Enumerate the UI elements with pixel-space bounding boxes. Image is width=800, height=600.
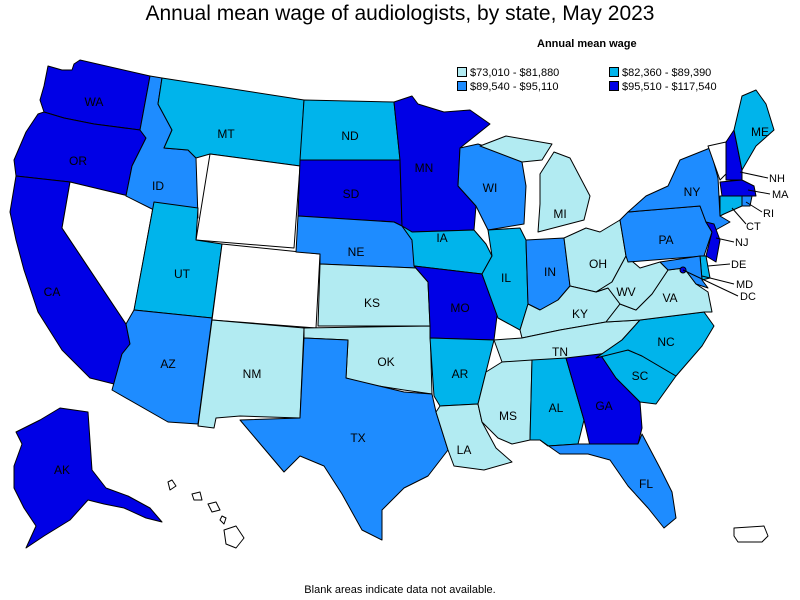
legend-label-2: $82,360 - $89,390 — [622, 67, 712, 79]
legend-swatch-1 — [457, 67, 467, 78]
label-OH: OH — [589, 257, 607, 271]
legend-item-3: $89,540 - $95,110 — [457, 80, 558, 94]
legend-title: Annual mean wage — [537, 38, 637, 50]
state-AK — [13, 407, 163, 549]
label-SD: SD — [343, 187, 360, 201]
state-KS — [317, 263, 431, 327]
label-OK: OK — [377, 355, 394, 369]
state-NY — [627, 147, 731, 233]
state-labels: WA OR CA AK ID MT UT AZ NM ND SD NE KS O… — [44, 95, 789, 491]
legend-label-4: $95,510 - $117,540 — [622, 81, 717, 93]
label-MS: MS — [499, 409, 517, 423]
label-NE: NE — [348, 245, 365, 259]
label-MN: MN — [415, 161, 434, 175]
label-ND: ND — [341, 129, 359, 143]
label-WI: WI — [483, 181, 498, 195]
label-AL: AL — [549, 401, 564, 415]
label-IN: IN — [544, 265, 556, 279]
state-NH — [725, 129, 743, 181]
label-NH: NH — [769, 173, 785, 185]
legend-swatch-3 — [457, 81, 467, 92]
label-SC: SC — [632, 369, 649, 383]
label-GA: GA — [595, 399, 612, 413]
legend-item-4: $95,510 - $117,540 — [609, 80, 717, 94]
state-TX — [239, 337, 449, 541]
state-MA — [719, 179, 757, 197]
state-FL — [539, 433, 677, 529]
label-DE: DE — [731, 259, 746, 271]
state-IL — [481, 227, 529, 331]
state-NJ — [705, 221, 721, 263]
legend-swatch-2 — [609, 67, 619, 78]
state-CT — [719, 195, 743, 217]
label-KY: KY — [572, 307, 588, 321]
label-NY: NY — [684, 185, 701, 199]
footnote: Blank areas indicate data not available. — [304, 584, 496, 596]
legend-item-2: $82,360 - $89,390 — [609, 66, 711, 80]
legend-label-1: $73,010 - $81,880 — [470, 67, 560, 79]
label-WV: WV — [616, 285, 635, 299]
label-NJ: NJ — [735, 237, 748, 249]
legend-label-3: $89,540 - $95,110 — [470, 81, 559, 93]
label-CT: CT — [746, 221, 761, 233]
label-IA: IA — [436, 231, 447, 245]
label-RI: RI — [763, 208, 774, 220]
label-MO: MO — [450, 301, 469, 315]
label-FL: FL — [639, 477, 653, 491]
label-MI: MI — [553, 207, 566, 221]
state-ME — [733, 89, 775, 171]
label-IL: IL — [501, 271, 511, 285]
label-MT: MT — [217, 127, 235, 141]
label-KS: KS — [364, 296, 380, 310]
label-ID: ID — [152, 179, 164, 193]
map-title: Annual mean wage of audiologists, by sta… — [145, 2, 655, 25]
state-CO — [211, 243, 321, 329]
legend-item-1: $73,010 - $81,880 — [457, 66, 559, 80]
label-UT: UT — [174, 267, 191, 281]
label-VA: VA — [662, 291, 677, 305]
state-PR — [733, 525, 769, 543]
label-TX: TX — [350, 431, 365, 445]
state-MD — [659, 255, 709, 289]
legend-swatch-4 — [609, 81, 619, 92]
label-OR: OR — [69, 154, 87, 168]
label-AZ: AZ — [160, 357, 175, 371]
label-AK: AK — [54, 463, 70, 477]
label-AR: AR — [452, 367, 469, 381]
label-leader-lines — [682, 171, 771, 297]
label-NM: NM — [243, 367, 262, 381]
state-WY — [195, 153, 301, 249]
label-MA: MA — [772, 189, 789, 201]
label-CA: CA — [44, 285, 61, 299]
label-NC: NC — [657, 335, 675, 349]
state-MI — [479, 135, 591, 233]
label-ME: ME — [751, 125, 769, 139]
label-WA: WA — [85, 95, 104, 109]
state-HI — [167, 479, 245, 549]
label-PA: PA — [658, 233, 673, 247]
label-DC: DC — [740, 291, 756, 303]
label-TN: TN — [552, 345, 568, 359]
label-MD: MD — [736, 279, 753, 291]
label-LA: LA — [457, 443, 472, 457]
